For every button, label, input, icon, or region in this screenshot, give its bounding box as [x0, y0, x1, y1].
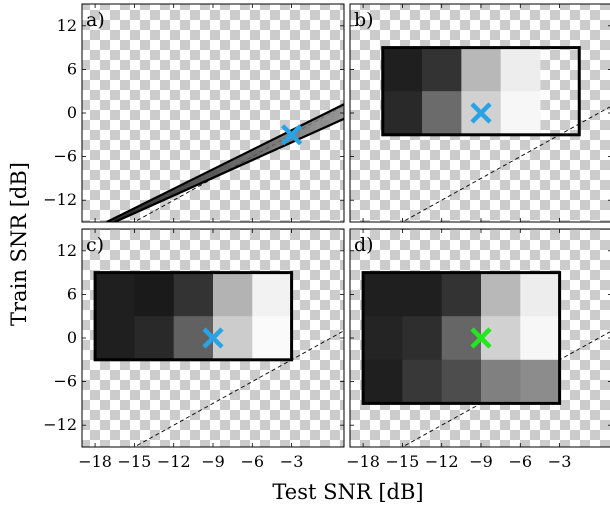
x-tick-label: −12	[425, 452, 459, 471]
heatmap-cell	[402, 272, 443, 317]
heatmap-cell	[441, 272, 482, 317]
heatmap-cell	[134, 316, 175, 361]
band-edge-upper	[106, 103, 344, 222]
x-tick-label: −6	[509, 452, 533, 471]
marker-cross-stroke	[470, 102, 492, 124]
heatmap-cell	[402, 316, 443, 361]
y-tick-label: −12	[43, 190, 77, 209]
heatmap-cell	[134, 272, 175, 317]
heatmap-cell	[481, 272, 521, 317]
marker-cross-stroke	[281, 124, 303, 146]
heatmap-cell	[520, 316, 561, 361]
heatmap-cell	[500, 47, 541, 92]
panel-label: a)	[86, 9, 105, 31]
heatmap-cell	[500, 91, 541, 136]
heatmap-cell	[422, 47, 462, 92]
x-tick-label: −15	[118, 452, 152, 471]
x-tick-label: −15	[386, 452, 420, 471]
marker-cross-stroke	[202, 327, 224, 349]
x-axis-label: Test SNR [dB]	[272, 480, 423, 504]
y-tick-label: 6	[67, 59, 77, 78]
heatmap-cell	[95, 316, 135, 361]
x-tick-label: −9	[201, 452, 225, 471]
panel-label: b)	[354, 9, 374, 31]
x-tick-label: −3	[548, 452, 572, 471]
x-tick-label: −12	[157, 452, 191, 471]
x-tick-label: −6	[241, 452, 265, 471]
heatmap-cell	[173, 316, 214, 361]
panel-background	[82, 4, 344, 222]
heatmap-cell	[520, 359, 561, 404]
heatmap-cell	[382, 91, 423, 136]
heatmap-cell	[520, 272, 561, 317]
y-axis-label: Train SNR [dB]	[7, 162, 31, 326]
heatmap-cell	[441, 359, 482, 404]
y-tick-label: 12	[57, 241, 77, 260]
panel-2	[350, 4, 610, 222]
identity-line	[133, 330, 344, 447]
x-tick-label: −18	[78, 452, 112, 471]
heatmap-cell	[95, 272, 135, 317]
heatmap-cell	[363, 316, 403, 361]
heatmap-cell	[481, 316, 521, 361]
heatmap-cell	[481, 359, 521, 404]
heatmap-cell	[363, 272, 403, 317]
heatmap-border	[93, 271, 294, 362]
heatmap-cell	[363, 359, 403, 404]
y-tick-label: 6	[67, 284, 77, 303]
heatmap-border	[361, 271, 562, 405]
heatmap-cell	[382, 47, 423, 92]
heatmap-cell	[441, 316, 482, 361]
x-tick-label: −3	[280, 452, 304, 471]
panel-1	[82, 4, 344, 222]
heatmap-cell	[422, 91, 462, 136]
axes-text-layer: Train SNR [dB] Test SNR [dB]	[7, 162, 424, 504]
x-tick-label: −18	[346, 452, 380, 471]
heatmap-cell	[252, 316, 293, 361]
heatmap-cell	[461, 47, 502, 92]
panel-label: d)	[354, 234, 374, 256]
y-tick-label: 0	[67, 328, 77, 347]
heatmap-cell	[213, 272, 253, 317]
marker-cross-stroke	[470, 327, 492, 349]
panel-label: c)	[86, 234, 104, 256]
panel-3	[82, 229, 344, 447]
heatmap-cell	[252, 272, 293, 317]
heatmap-cell	[213, 316, 253, 361]
y-tick-label: 12	[57, 16, 77, 35]
y-tick-label: −6	[53, 147, 77, 166]
x-tick-label: −9	[469, 452, 493, 471]
heatmap-cell	[173, 272, 214, 317]
identity-line	[401, 106, 610, 222]
heatmap-border	[381, 46, 581, 137]
y-tick-label: −6	[53, 372, 77, 391]
band-edge-lower	[114, 117, 344, 222]
panel-4	[350, 229, 610, 447]
y-tick-label: −12	[43, 415, 77, 434]
y-tick-label: 0	[67, 103, 77, 122]
heatmap-cell	[402, 359, 443, 404]
